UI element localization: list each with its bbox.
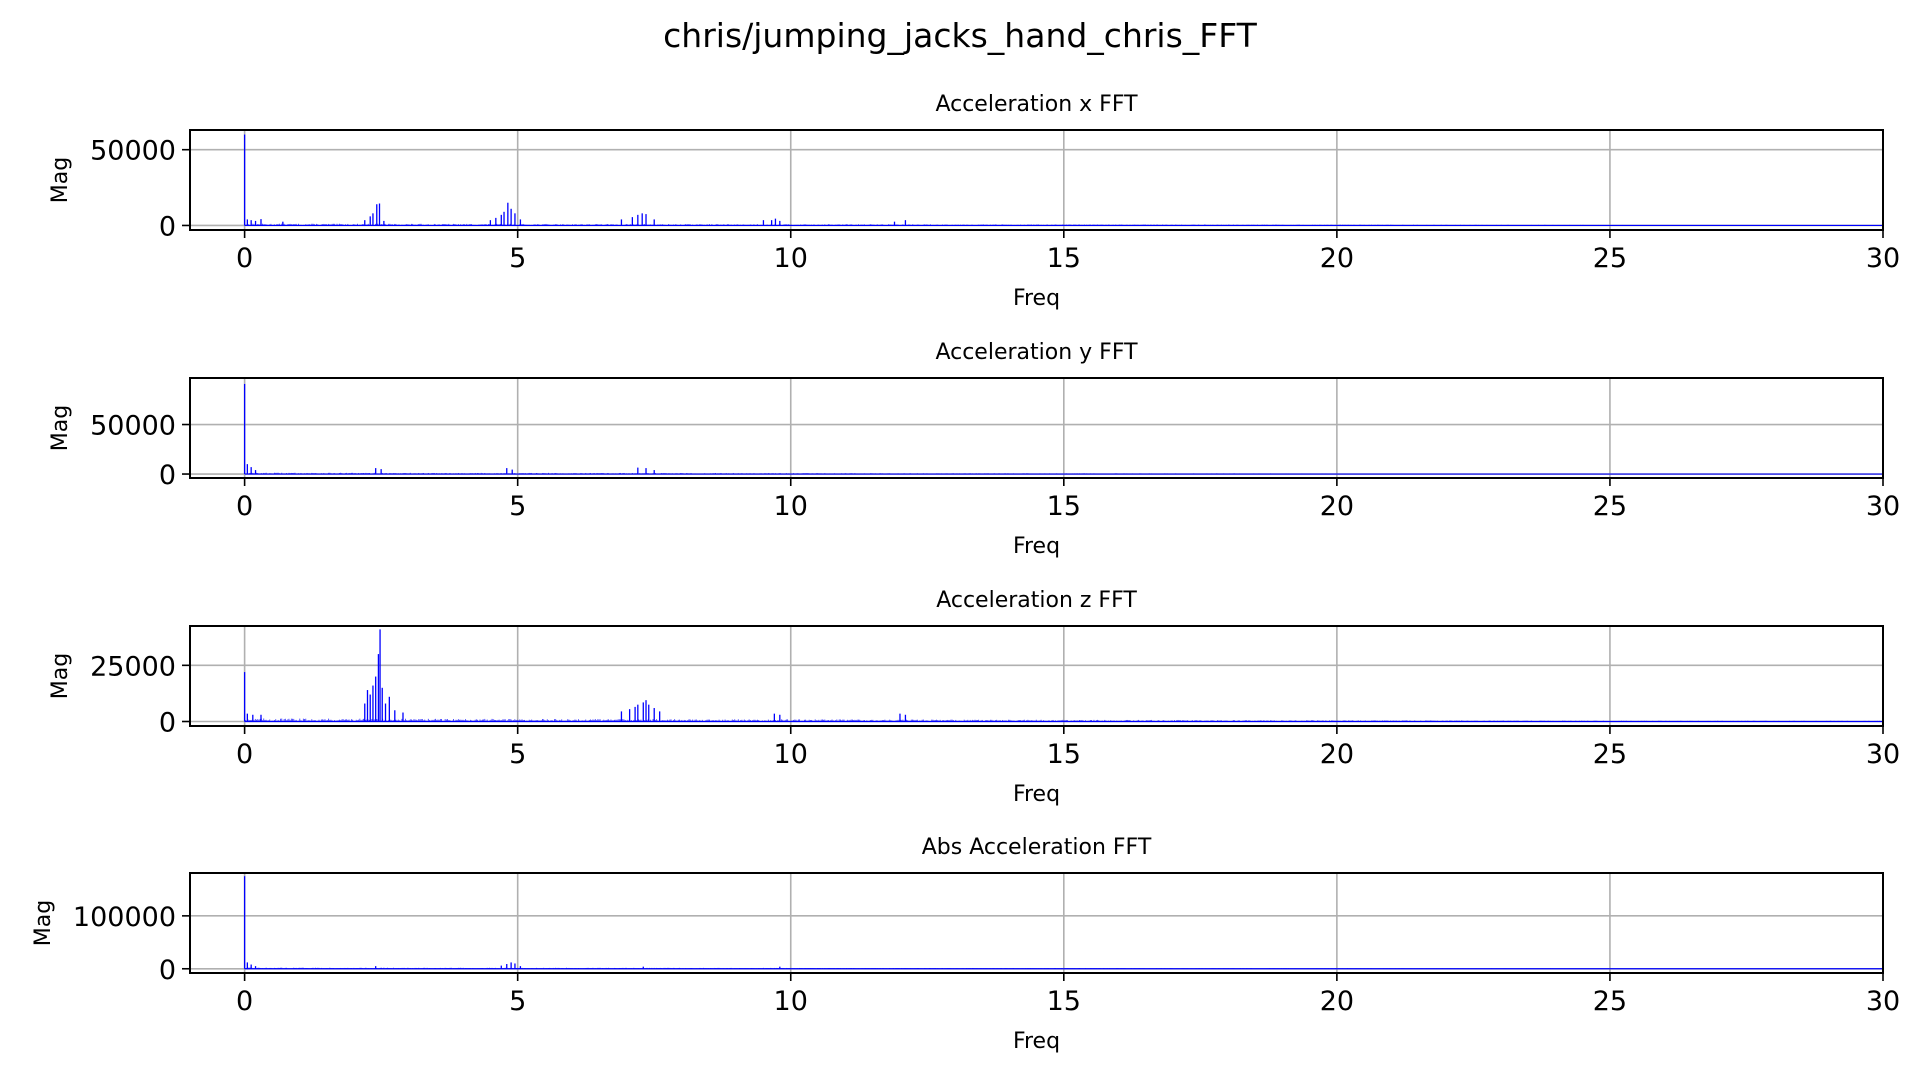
x-axis-label: Freq	[1013, 534, 1060, 559]
x-tick-label: 30	[1866, 491, 1900, 522]
subplot-title: Acceleration y FFT	[935, 340, 1138, 365]
y-axis-label: Mag	[48, 405, 73, 451]
y-tick-label: 50000	[90, 411, 176, 442]
axes-frame	[189, 377, 1884, 479]
fft-series	[243, 876, 1883, 970]
x-tick-label: 15	[1047, 243, 1081, 274]
subplot-title: Abs Acceleration FFT	[922, 835, 1152, 860]
x-axis-label: Freq	[1013, 286, 1060, 311]
x-tick-label: 0	[236, 491, 253, 522]
y-tick-label: 25000	[90, 651, 176, 682]
subplot-title: Acceleration z FFT	[936, 588, 1137, 613]
x-tick-label: 0	[236, 739, 253, 770]
y-tick-label: 0	[159, 460, 176, 491]
y-axis-label: Mag	[48, 157, 73, 203]
y-tick-label: 0	[159, 708, 176, 739]
y-axis-label: Mag	[48, 653, 73, 699]
x-tick-label: 20	[1320, 491, 1354, 522]
x-tick-label: 5	[509, 491, 526, 522]
y-tick-label: 50000	[90, 136, 176, 167]
x-tick-label: 5	[509, 243, 526, 274]
x-tick-label: 25	[1593, 739, 1627, 770]
subplot-1: Acceleration x FFT 0 5 10 15 20 25 30 0 50000 Freq…	[48, 92, 1900, 311]
subplot-title: Acceleration x FFT	[935, 92, 1138, 117]
x-tick-label: 10	[774, 491, 808, 522]
subplot-3: Acceleration z FFT 0 5 10 15 20 25 30 0 25000 Freq…	[48, 588, 1900, 807]
x-tick-label: 0	[236, 243, 253, 274]
x-tick-label: 30	[1866, 739, 1900, 770]
x-tick-label: 25	[1593, 243, 1627, 274]
x-tick-label: 15	[1047, 739, 1081, 770]
y-tick-label: 0	[159, 211, 176, 242]
axes-frame	[189, 625, 1884, 727]
x-tick-label: 25	[1593, 491, 1627, 522]
axes-frame	[189, 129, 1884, 231]
figure-title: chris/jumping_jacks_hand_chris_FFT	[663, 16, 1258, 55]
fft-series	[243, 383, 1883, 475]
x-tick-label: 10	[774, 243, 808, 274]
subplot-2: Acceleration y FFT 0 5 10 15 20 25 30 0 50000 Freq…	[48, 340, 1900, 559]
fft-series	[243, 629, 1883, 723]
fft-series	[243, 134, 1883, 227]
x-tick-label: 30	[1866, 243, 1900, 274]
x-tick-label: 10	[774, 739, 808, 770]
x-tick-label: 20	[1320, 243, 1354, 274]
x-tick-label: 5	[509, 739, 526, 770]
x-tick-label: 20	[1320, 739, 1354, 770]
x-tick-label: 15	[1047, 491, 1081, 522]
x-axis-label: Freq	[1013, 782, 1060, 807]
